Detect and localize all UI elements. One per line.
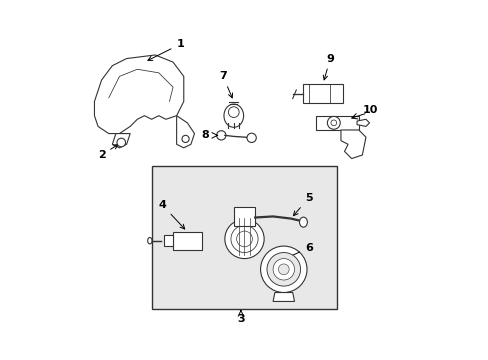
Ellipse shape	[299, 217, 307, 227]
Bar	[315, 116, 358, 130]
Ellipse shape	[224, 104, 243, 127]
Bar	[233, 207, 255, 226]
Polygon shape	[94, 55, 183, 134]
Circle shape	[117, 138, 125, 147]
Circle shape	[236, 231, 252, 247]
Text: 1: 1	[148, 39, 183, 60]
Text: 2: 2	[98, 145, 118, 160]
Circle shape	[272, 258, 294, 280]
Circle shape	[230, 225, 258, 252]
Circle shape	[224, 219, 264, 258]
Bar	[303, 84, 342, 103]
Circle shape	[278, 264, 288, 275]
Text: 7: 7	[219, 71, 232, 98]
Bar	[173, 232, 201, 249]
Text: 4: 4	[158, 200, 184, 229]
Circle shape	[260, 246, 306, 293]
Polygon shape	[112, 134, 130, 148]
Text: 8: 8	[201, 130, 208, 140]
Polygon shape	[176, 116, 194, 148]
Circle shape	[266, 252, 300, 286]
Polygon shape	[272, 293, 294, 301]
Circle shape	[182, 135, 189, 143]
Circle shape	[228, 107, 239, 117]
Circle shape	[216, 131, 225, 140]
Polygon shape	[340, 130, 365, 158]
Ellipse shape	[147, 238, 152, 244]
Circle shape	[330, 120, 336, 126]
Text: 9: 9	[323, 54, 333, 80]
Polygon shape	[356, 119, 369, 126]
Bar	[164, 235, 173, 246]
Circle shape	[326, 116, 340, 129]
Text: 10: 10	[362, 105, 377, 115]
Text: 6: 6	[272, 243, 312, 264]
Text: 5: 5	[293, 193, 312, 216]
Bar	[151, 166, 337, 309]
Circle shape	[246, 133, 256, 143]
Text: 3: 3	[237, 314, 244, 324]
